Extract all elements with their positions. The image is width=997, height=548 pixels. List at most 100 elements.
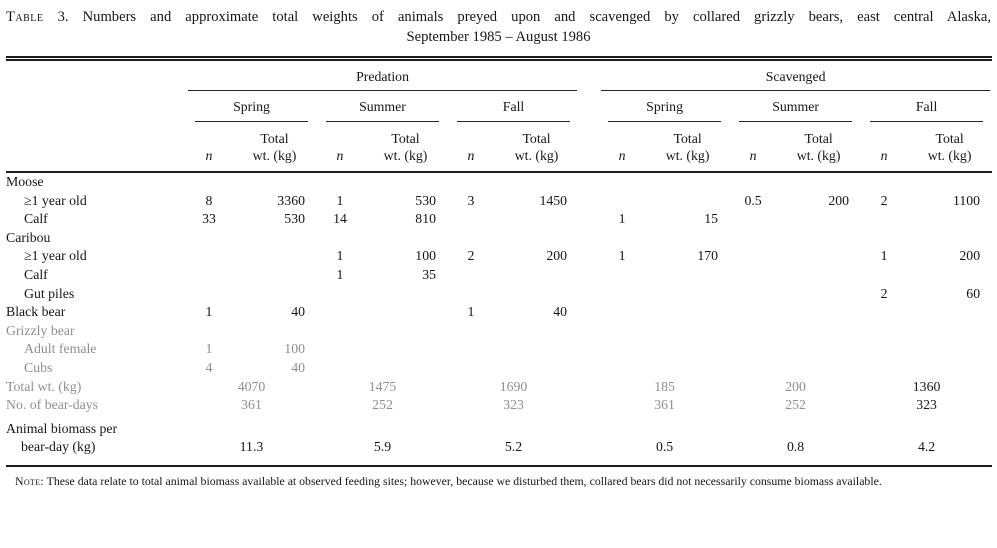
n-cell: 1 [205, 304, 213, 320]
wt-cell [776, 340, 861, 359]
gutter-cell [579, 210, 599, 229]
wt-cell [776, 210, 861, 229]
row-label: Animal biomass per bear-day (kg) [6, 415, 186, 466]
n-cell: 1 [336, 192, 344, 208]
n-cell: 2 [880, 192, 888, 208]
n-cell [317, 340, 363, 359]
summary-cell: 252 [372, 397, 393, 413]
table-note: Note: These data relate to total animal … [6, 474, 991, 489]
n-cell [599, 285, 645, 304]
n-cell: 0.5 [744, 192, 762, 208]
n-cell [599, 192, 645, 211]
table-row: Caribou [6, 229, 992, 248]
summary-cell: 4.2 [917, 439, 936, 455]
scavenged-spring-header: Spring [599, 91, 730, 122]
table-row: Calf 1 35 [6, 266, 992, 285]
wt-cell: 170 [697, 248, 719, 264]
wt-cell [363, 285, 448, 304]
wt-cell [776, 266, 861, 285]
wt-cell [363, 359, 448, 378]
wt-column-header: Total wt. (kg) [363, 122, 448, 173]
wt-cell [645, 266, 730, 285]
n-cell: 1 [467, 304, 475, 320]
table-row: Black bear 1 40 1 40 [6, 303, 992, 322]
predation-summer-header: Summer [317, 91, 448, 122]
table-row: Adult female 1 100 [6, 340, 992, 359]
n-cell [599, 340, 645, 359]
summary-cell: 5.2 [504, 439, 523, 455]
table-row: Moose [6, 172, 992, 192]
subcol-header-row: n Total wt. (kg) n Total wt. (kg) n Total w… [6, 122, 993, 173]
n-cell [730, 247, 776, 266]
wt-column-header: Total wt. (kg) [645, 122, 731, 173]
n-column-header: n [186, 122, 232, 173]
wt-cell: 530 [415, 192, 436, 208]
gutter-cell [579, 192, 599, 211]
wt-cell: 15 [704, 211, 719, 227]
gutter-cell [579, 303, 599, 322]
row-label: Adult female [24, 341, 97, 357]
wt-cell: 100 [284, 341, 305, 357]
table-row: ≥1 year old 8 3360 1 530 3 1450 0.5 200 2 1100 [6, 192, 992, 211]
wt-cell: 60 [966, 285, 981, 301]
wt-cell: 40 [291, 359, 305, 375]
summary-cell: 0.8 [786, 439, 805, 455]
scavenged-fall-header: Fall [861, 91, 992, 122]
table-row: Cubs 4 40 [6, 359, 992, 378]
n-cell: 2 [467, 248, 475, 264]
table-row: ≥1 year old 1 100 2 200 1 170 1 200 [6, 247, 992, 266]
n-cell [599, 266, 645, 285]
summary-cell: 5.9 [373, 439, 392, 455]
wt-cell [645, 285, 730, 304]
n-cell [186, 247, 232, 266]
wt-cell [494, 359, 579, 378]
wt-cell [907, 266, 992, 285]
row-label: Grizzly bear [6, 322, 75, 338]
n-cell [317, 303, 363, 322]
gutter-cell [579, 59, 599, 92]
scavenged-label: Scavenged [601, 68, 991, 91]
table-row: Total wt. (kg) 4070 1475 1690 185 200 1360 [6, 378, 992, 397]
n-cell [730, 303, 776, 322]
row-label: Moose [6, 174, 44, 189]
n-cell: 1 [205, 341, 213, 357]
gutter-cell [579, 266, 599, 285]
predation-fall-header: Fall [448, 91, 579, 122]
wt-cell [776, 359, 861, 378]
summary-cell: 252 [785, 397, 806, 413]
n-cell [448, 340, 494, 359]
wt-cell [645, 192, 730, 211]
wt-cell [645, 303, 730, 322]
row-label: Cubs [24, 359, 53, 375]
table-row: Animal biomass per bear-day (kg) 11.3 5.9 5.… [6, 415, 992, 466]
wt-cell [776, 247, 861, 266]
wt-column-header: Total wt. (kg) [907, 122, 993, 173]
wt-cell [907, 359, 992, 378]
gutter-cell [579, 415, 599, 466]
n-cell: 1 [880, 248, 888, 264]
table-row: Grizzly bear [6, 322, 992, 341]
wt-cell [494, 266, 579, 285]
wt-cell: 40 [553, 304, 568, 320]
animals-table: Predation Scavenged Spring Summer Fall S… [6, 56, 993, 467]
summary-cell: 361 [241, 397, 262, 413]
season-header-row: Spring Summer Fall Spring Summer Fall [6, 91, 992, 122]
gutter-cell [579, 340, 599, 359]
n-cell: 1 [336, 248, 344, 264]
wt-cell [232, 247, 317, 266]
n-cell: 3 [467, 192, 475, 208]
wt-cell [776, 285, 861, 304]
n-cell [861, 340, 907, 359]
predation-label: Predation [188, 68, 578, 91]
n-column-header: n [448, 122, 494, 173]
n-cell [730, 210, 776, 229]
group-header-row: Predation Scavenged [6, 59, 992, 92]
row-label-line1: Animal biomass per [6, 420, 118, 436]
n-column-header: n [730, 122, 777, 173]
empty-cell [186, 172, 992, 192]
gutter-cell [579, 359, 599, 378]
gutter-cell [579, 378, 599, 397]
n-cell: 33 [202, 211, 216, 227]
wt-cell [645, 359, 730, 378]
